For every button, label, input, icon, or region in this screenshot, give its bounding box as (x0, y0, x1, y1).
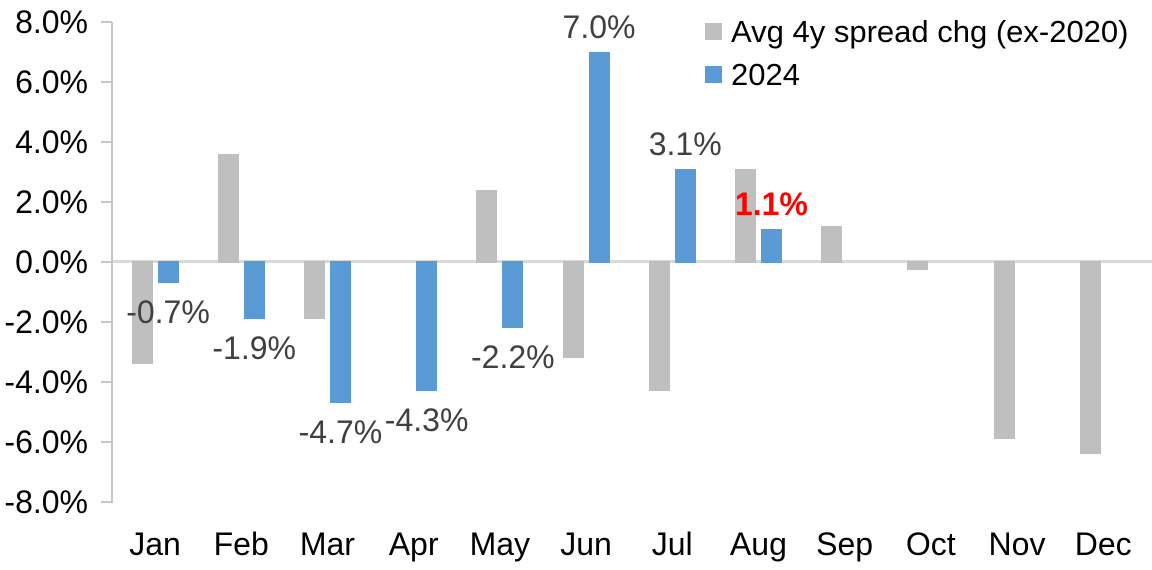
bar-2024-aug (760, 229, 782, 263)
legend-item-2024: 2024 (705, 53, 1129, 96)
data-label-feb: -1.9% (212, 330, 296, 366)
data-label-mar: -4.7% (298, 414, 383, 450)
bar-avg-jun (562, 261, 584, 358)
month-label-jun: Jun (560, 526, 612, 562)
bar-2024-jan (157, 261, 179, 283)
month-label-mar: Mar (299, 526, 355, 562)
y-tick-label-0.0%: 0.0% (15, 244, 88, 280)
month-label-jan: Jan (129, 526, 181, 562)
bar-avg-jul (648, 261, 670, 391)
bar-2024-jul (674, 169, 696, 263)
bar-avg-jan (131, 261, 153, 364)
y-tick-label--4.0%: -4.0% (4, 364, 88, 400)
bar-2024-apr (416, 261, 438, 391)
legend-item-avg-4y-spread: Avg 4y spread chg (ex-2020) (705, 10, 1129, 53)
month-label-sep: Sep (816, 526, 874, 562)
data-label-jun: 7.0% (562, 9, 636, 45)
month-label-oct: Oct (905, 526, 956, 562)
bar-avg-dec (1079, 261, 1101, 454)
bar-avg-may (476, 190, 498, 263)
data-label-apr: -4.3% (384, 402, 469, 438)
data-label-jul: 3.1% (648, 126, 722, 162)
data-label-aug: 1.1% (734, 186, 808, 222)
data-label-may: -2.2% (471, 339, 555, 375)
y-tick-mark--2.0% (101, 321, 112, 323)
bar-2024-may (502, 261, 524, 328)
y-tick-mark--4.0% (101, 381, 112, 383)
bar-2024-feb (243, 261, 265, 319)
bar-avg-feb (217, 154, 239, 263)
month-label-may: May (469, 526, 531, 562)
zero-baseline (111, 260, 1152, 263)
y-tick-mark-2.0% (101, 201, 112, 203)
month-label-jul: Jul (651, 526, 693, 562)
month-label-aug: Aug (729, 526, 787, 562)
y-tick-mark-4.0% (101, 141, 112, 143)
y-tick-mark--6.0% (101, 441, 112, 443)
bar-avg-nov (993, 261, 1015, 439)
y-tick-mark-8.0% (101, 21, 112, 23)
y-tick-mark-0.0% (101, 261, 112, 263)
bar-2024-jun (588, 52, 610, 263)
data-label-jan: -0.7% (126, 294, 210, 330)
month-label-apr: Apr (388, 526, 439, 562)
y-axis-line (111, 22, 113, 503)
y-tick-mark-6.0% (101, 81, 112, 83)
y-tick-mark--8.0% (101, 501, 112, 503)
y-tick-label--6.0%: -6.0% (4, 424, 88, 460)
legend-swatch-blue (705, 66, 722, 83)
bar-avg-sep (821, 226, 843, 263)
month-label-dec: Dec (1074, 526, 1132, 562)
bar-avg-aug (734, 169, 756, 263)
legend: Avg 4y spread chg (ex-2020) 2024 (705, 10, 1129, 96)
y-tick-label-4.0%: 4.0% (15, 124, 88, 160)
y-tick-label-2.0%: 2.0% (15, 184, 88, 220)
month-label-feb: Feb (213, 526, 269, 562)
month-label-nov: Nov (988, 526, 1046, 562)
y-tick-label-8.0%: 8.0% (15, 4, 88, 40)
bar-avg-mar (303, 261, 325, 319)
y-tick-label-6.0%: 6.0% (15, 64, 88, 100)
legend-label-avg-4y-spread: Avg 4y spread chg (ex-2020) (731, 13, 1129, 49)
legend-swatch-gray (705, 23, 722, 40)
bar-avg-oct (907, 261, 929, 270)
y-tick-label--2.0%: -2.0% (4, 304, 88, 340)
y-tick-label--8.0%: -8.0% (4, 484, 88, 520)
bar-2024-mar (329, 261, 351, 403)
legend-label-2024: 2024 (731, 56, 800, 92)
